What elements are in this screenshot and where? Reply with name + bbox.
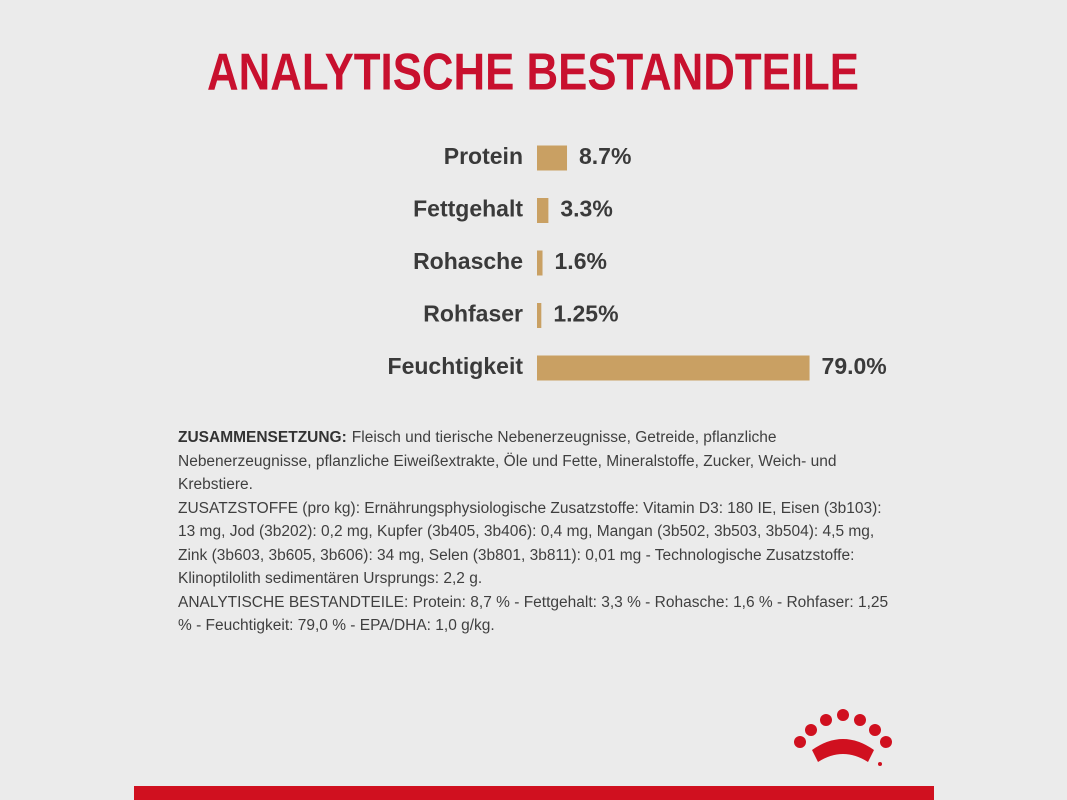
footer-stripe xyxy=(134,786,934,800)
composition-label: ZUSAMMENSETZUNG: xyxy=(178,429,347,446)
composition-paragraph: ZUSAMMENSETZUNG: Fleisch und tierische Ne… xyxy=(178,426,893,497)
category-label: Rohfaser xyxy=(423,301,523,327)
bar xyxy=(537,303,542,328)
category-label: Protein xyxy=(444,143,523,169)
value-label: 8.7% xyxy=(579,143,631,169)
category-label: Fettgehalt xyxy=(413,196,523,222)
bar xyxy=(537,250,543,276)
value-label: 1.25% xyxy=(553,301,618,327)
value-label: 79.0% xyxy=(822,353,887,379)
bar xyxy=(537,355,810,381)
bar xyxy=(537,145,568,171)
composition-text: Fleisch und tierische Nebenerzeugnisse, … xyxy=(178,429,837,493)
value-label: 1.6% xyxy=(555,248,607,274)
category-label: Rohasche xyxy=(413,248,523,274)
value-label: 3.3% xyxy=(560,196,612,222)
chart-title: ANALYTISCHE BESTANDTEILE xyxy=(207,44,859,102)
additives-text: ZUSATZSTOFFE (pro kg): Ernährungsphysiol… xyxy=(178,499,882,588)
logo xyxy=(794,709,892,766)
analysis-text: ANALYTISCHE BESTANDTEILE: Protein: 8,7 %… xyxy=(178,593,889,635)
composition: ZUSAMMENSETZUNG: Fleisch und tierische Ne… xyxy=(178,426,893,638)
bar xyxy=(537,198,549,223)
category-label: Feuchtigkeit xyxy=(388,353,524,379)
